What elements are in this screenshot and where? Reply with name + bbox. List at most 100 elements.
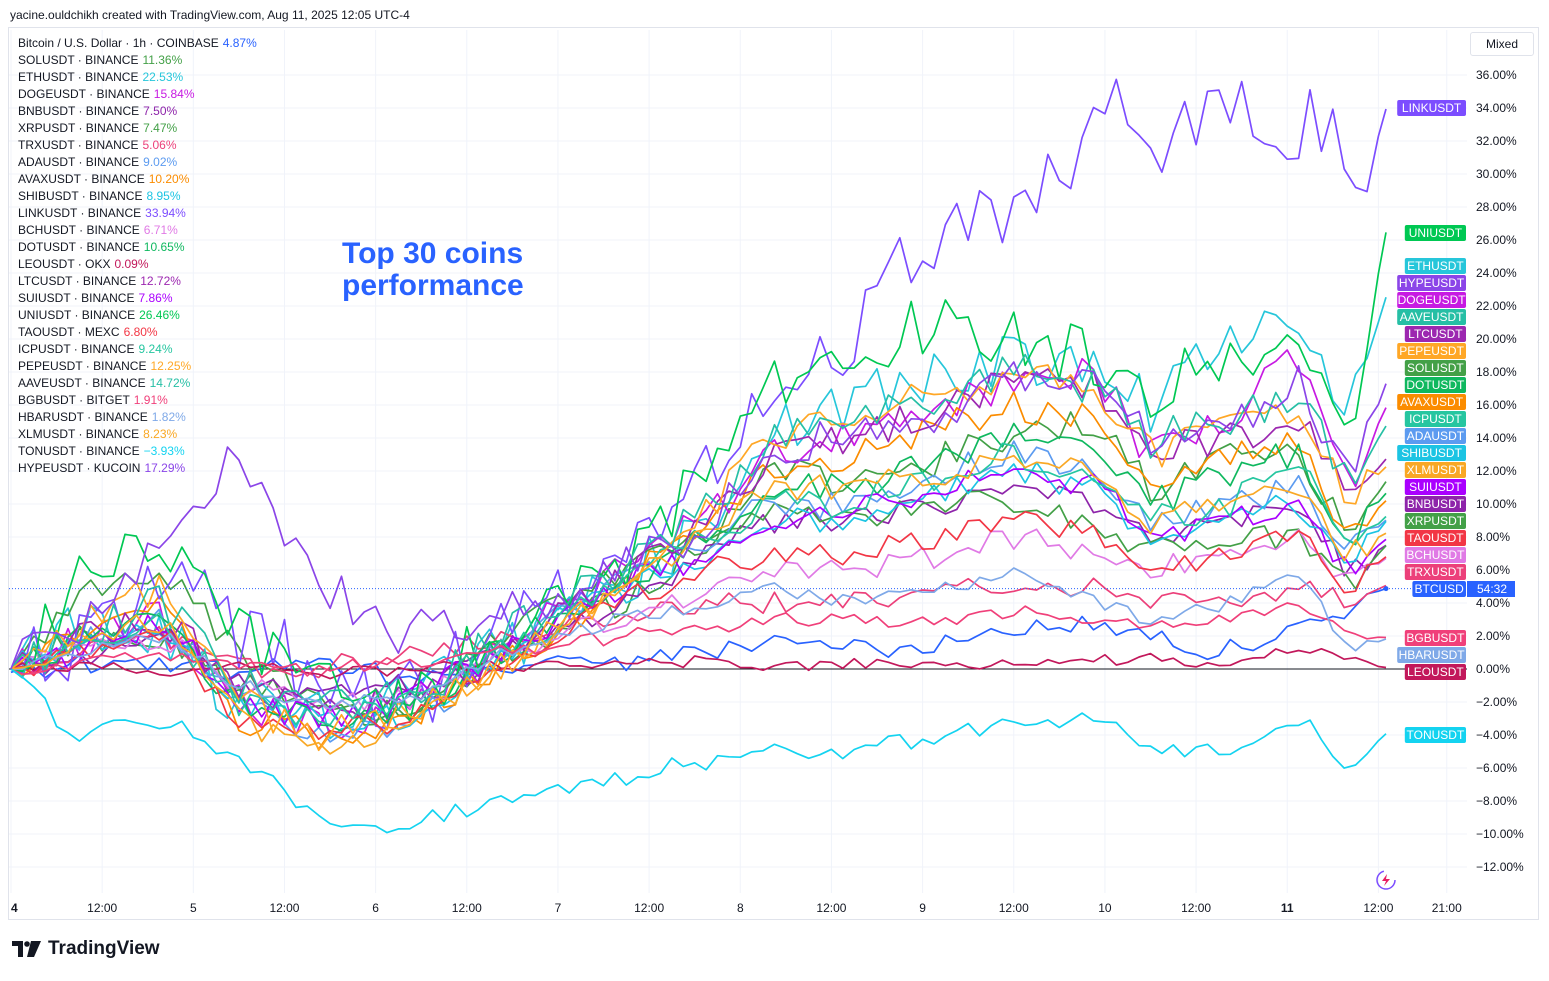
price-tag-label: HBARUSDT: [1399, 648, 1466, 662]
legend-item[interactable]: BCHUSDT · BINANCE 6.71%: [18, 222, 257, 239]
price-tag-label: SOLUSDT: [1407, 361, 1464, 375]
chart-annotation: Top 30 coins performance: [342, 238, 524, 302]
series-line-hbarusdt[interactable]: [10, 567, 1387, 711]
legend-item[interactable]: Bitcoin / U.S. Dollar · 1h · COINBASE 4.8…: [18, 35, 257, 52]
legend-item[interactable]: TRXUSDT · BINANCE 5.06%: [18, 137, 257, 154]
series-line-icpusdt[interactable]: [10, 442, 1387, 726]
legend-item[interactable]: ETHUSDT · BINANCE 22.53%: [18, 69, 257, 86]
series-line-linkusdt[interactable]: [10, 78, 1387, 730]
legend-item-name: TRXUSDT · BINANCE: [18, 138, 139, 152]
legend-item-name: SOLUSDT · BINANCE: [18, 53, 139, 67]
price-tag-label: SUIUSDT: [1409, 480, 1462, 494]
legend-item[interactable]: PEPEUSDT · BINANCE 12.25%: [18, 358, 257, 375]
legend-item[interactable]: BGBUSDT · BITGET 1.91%: [18, 392, 257, 409]
price-tag-linkusdt: LINKUSDT: [1397, 100, 1466, 116]
tradingview-logo: TradingView: [12, 938, 160, 960]
legend-item-value: 15.84%: [153, 87, 195, 101]
legend-item[interactable]: AAVEUSDT · BINANCE 14.72%: [18, 375, 257, 392]
price-tag-bg: [1397, 292, 1466, 308]
price-tag-label: HYPEUSDT: [1399, 276, 1465, 290]
price-tag-label: LINKUSDT: [1402, 101, 1462, 115]
legend-item-value: 9.02%: [143, 155, 178, 169]
price-tag-aaveusdt: AAVEUSDT: [1397, 309, 1466, 325]
series-line-xlmusdt[interactable]: [10, 454, 1387, 755]
legend-item[interactable]: LINKUSDT · BINANCE 33.94%: [18, 205, 257, 222]
y-tick-label: 24.00%: [1476, 266, 1517, 280]
annotation-line-2: performance: [342, 269, 524, 302]
x-tick-label: 11: [1281, 901, 1294, 915]
legend-item-name: XLMUSDT · BINANCE: [18, 427, 140, 441]
price-tag-label: SHIBUSDT: [1401, 446, 1462, 460]
x-tick-label: 9: [919, 901, 926, 915]
price-tag-ethusdt: ETHUSDT: [1404, 258, 1466, 274]
legend-item-name: XRPUSDT · BINANCE: [18, 121, 140, 135]
legend-item[interactable]: ICPUSDT · BINANCE 9.24%: [18, 341, 257, 358]
legend-item[interactable]: TONUSDT · BINANCE −3.93%: [18, 443, 257, 460]
legend-item[interactable]: SOLUSDT · BINANCE 11.36%: [18, 52, 257, 69]
legend-item[interactable]: SUIUSDT · BINANCE 7.86%: [18, 290, 257, 307]
series-line-leousdt[interactable]: [10, 647, 1387, 680]
series-line-avaxusdt[interactable]: [10, 391, 1387, 750]
price-tag-label: XRPUSDT: [1407, 514, 1465, 528]
legend-item[interactable]: ADAUSDT · BINANCE 9.02%: [18, 154, 257, 171]
series-line-ltcusdt[interactable]: [10, 368, 1387, 721]
legend-item[interactable]: DOGEUSDT · BINANCE 15.84%: [18, 86, 257, 103]
price-tag-dotusdt: DOTUSDT: [1404, 377, 1466, 393]
legend-item[interactable]: AVAXUSDT · BINANCE 10.20%: [18, 171, 257, 188]
series-line-hypeusdt[interactable]: [10, 361, 1387, 670]
legend-item[interactable]: LEOUSDT · OKX 0.09%: [18, 256, 257, 273]
y-tick-label: 34.00%: [1476, 101, 1517, 115]
legend-item-value: 9.24%: [138, 342, 173, 356]
legend-item-value: 14.72%: [149, 376, 191, 390]
legend-item[interactable]: HBARUSDT · BINANCE 1.82%: [18, 409, 257, 426]
price-tag-label: ICPUSDT: [1409, 412, 1462, 426]
price-tag-label: UNIUSDT: [1409, 226, 1463, 240]
legend-item-name: ETHUSDT · BINANCE: [18, 70, 139, 84]
series-line-tonusdt[interactable]: [10, 668, 1387, 834]
legend-item-name: PEPEUSDT · BINANCE: [18, 359, 147, 373]
price-tag-label: TAOUSDT: [1407, 531, 1464, 545]
legend-item-name: AVAXUSDT · BINANCE: [18, 172, 145, 186]
legend-item[interactable]: SHIBUSDT · BINANCE 8.95%: [18, 188, 257, 205]
legend-item[interactable]: XRPUSDT · BINANCE 7.47%: [18, 120, 257, 137]
btc-countdown-label: 54:32: [1477, 582, 1507, 596]
scale-mode-button[interactable]: Mixed: [1470, 32, 1534, 56]
price-tag-label: AAVEUSDT: [1400, 310, 1464, 324]
price-tag-pepeusdt: PEPEUSDT: [1397, 343, 1466, 359]
replay-icon-ring: [1376, 870, 1396, 890]
btc-countdown: 54:32: [1467, 581, 1515, 597]
y-tick-label: −2.00%: [1476, 695, 1517, 709]
legend-item-name: HYPEUSDT · KUCOIN: [18, 461, 141, 475]
series-legend: Bitcoin / U.S. Dollar · 1h · COINBASE 4.8…: [18, 35, 257, 477]
price-tag-label: BCHUSDT: [1406, 548, 1465, 562]
series-line-uniusdt[interactable]: [10, 232, 1387, 723]
y-tick-label: −6.00%: [1476, 761, 1517, 775]
legend-item[interactable]: LTCUSDT · BINANCE 12.72%: [18, 273, 257, 290]
price-tag-bg: [1397, 445, 1466, 461]
legend-item[interactable]: BNBUSDT · BINANCE 7.50%: [18, 103, 257, 120]
x-tick-label: 21:00: [1432, 901, 1462, 915]
x-tick-label: 6: [372, 901, 379, 915]
x-tick-label: 12:00: [1181, 901, 1211, 915]
series-line-bgbusdt[interactable]: [10, 602, 1387, 677]
legend-item[interactable]: HYPEUSDT · KUCOIN 17.29%: [18, 460, 257, 477]
series-line-taousdt[interactable]: [10, 510, 1387, 741]
price-tag-bgbusdt: BGBUSDT: [1404, 630, 1466, 646]
price-tag-label: LTCUSDT: [1408, 327, 1463, 341]
replay-icon[interactable]: [1376, 870, 1396, 890]
series-line-btcusd[interactable]: [10, 587, 1387, 686]
legend-item[interactable]: UNIUSDT · BINANCE 26.46%: [18, 307, 257, 324]
legend-item[interactable]: TAOUSDT · MEXC 6.80%: [18, 324, 257, 341]
series-line-xrpusdt[interactable]: [10, 490, 1387, 722]
price-tag-uniusdt: UNIUSDT: [1404, 225, 1466, 241]
price-tag-label: TRXUSDT: [1407, 565, 1464, 579]
btc-last-point: [1383, 586, 1389, 592]
legend-item[interactable]: DOTUSDT · BINANCE 10.65%: [18, 239, 257, 256]
legend-item[interactable]: XLMUSDT · BINANCE 8.23%: [18, 426, 257, 443]
price-tag-bg: [1397, 343, 1466, 359]
price-tag-bg: [1404, 564, 1466, 580]
price-tag-bg: [1397, 275, 1466, 291]
price-tag-bg: [1397, 394, 1466, 410]
price-tag-tonusdt: TONUSDT: [1404, 727, 1466, 743]
